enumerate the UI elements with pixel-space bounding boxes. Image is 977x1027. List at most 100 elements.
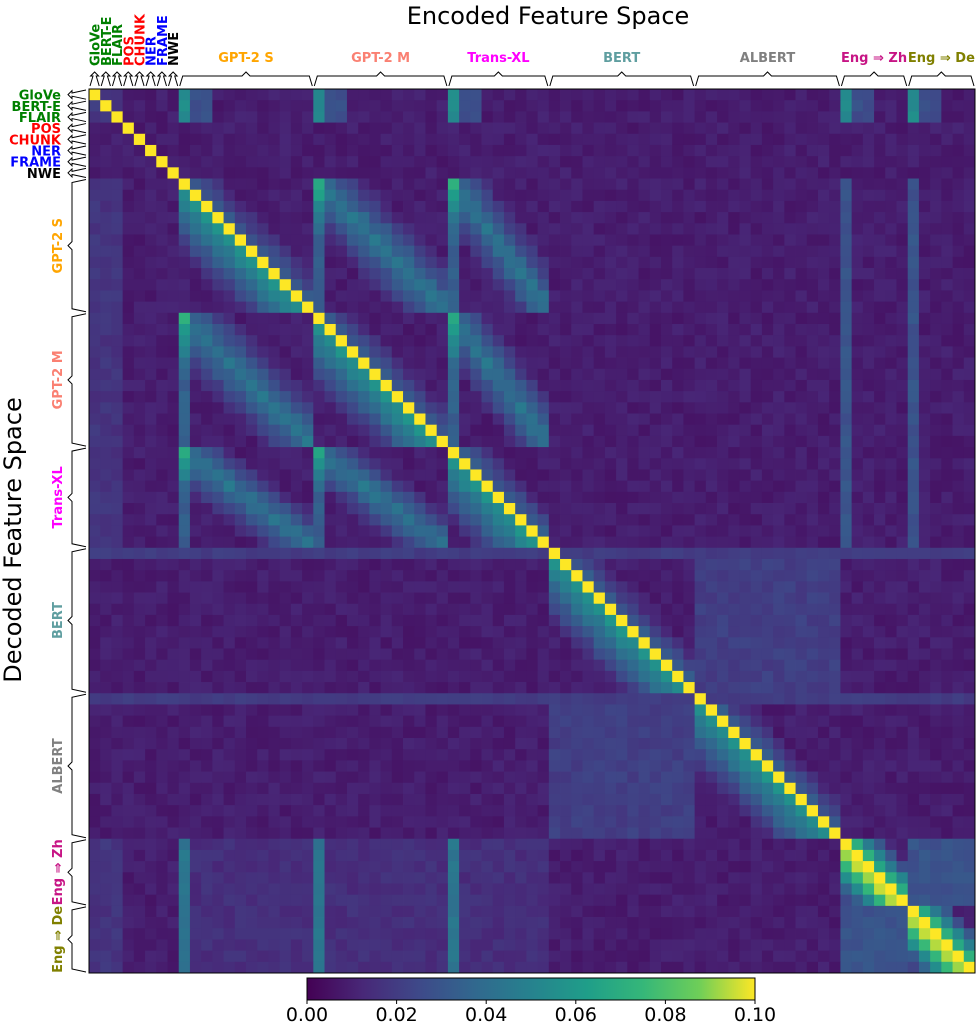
heatmap-cell	[851, 111, 864, 123]
heatmap-cell	[324, 558, 337, 571]
heatmap-cell	[896, 122, 909, 135]
heatmap-cell	[840, 469, 853, 482]
heatmap-cell	[425, 245, 438, 258]
heatmap-cell	[874, 346, 886, 358]
heatmap-cell	[246, 682, 258, 694]
heatmap-cell	[436, 156, 449, 168]
heatmap-cell	[638, 122, 651, 135]
heatmap-cell	[750, 268, 763, 280]
heatmap-cell	[705, 413, 718, 426]
heatmap	[89, 89, 976, 974]
heatmap-cell	[100, 223, 112, 235]
heatmap-cell	[537, 189, 550, 202]
heatmap-cell	[728, 480, 740, 493]
heatmap-cell	[571, 312, 583, 325]
heatmap-cell	[279, 626, 292, 638]
heatmap-cell	[817, 212, 830, 224]
heatmap-cell	[414, 413, 426, 426]
heatmap-cell	[672, 480, 684, 493]
heatmap-cell	[952, 413, 965, 426]
heatmap-cell	[503, 726, 516, 739]
heatmap-cell	[773, 480, 785, 493]
heatmap-cell	[358, 536, 370, 549]
heatmap-cell	[851, 536, 864, 549]
heatmap-cell	[683, 234, 696, 247]
heatmap-cell	[335, 111, 348, 123]
heatmap-cell	[817, 200, 830, 213]
heatmap-cell	[660, 592, 673, 605]
heatmap-cell	[874, 480, 886, 493]
heatmap-cell	[829, 133, 841, 146]
heatmap-cell	[145, 782, 157, 795]
heatmap-cell	[672, 413, 684, 426]
heatmap-cell	[111, 435, 124, 448]
heatmap-cell	[223, 547, 236, 560]
heatmap-cell	[145, 715, 157, 728]
heatmap-cell	[290, 738, 303, 750]
heatmap-cell	[358, 771, 370, 784]
heatmap-cell	[212, 245, 224, 258]
heatmap-cell	[447, 189, 460, 202]
heatmap-cell	[694, 782, 707, 795]
heatmap-cell	[560, 133, 572, 146]
heatmap-cell	[874, 782, 886, 795]
heatmap-cell	[358, 458, 370, 470]
heatmap-cell	[761, 368, 774, 381]
heatmap-cell	[201, 167, 213, 179]
heatmap-cell	[616, 200, 628, 213]
heatmap-cell	[526, 626, 539, 638]
heatmap-cell	[604, 245, 617, 258]
heatmap-cell	[268, 503, 281, 515]
heatmap-cell	[459, 614, 471, 627]
heatmap-cell	[717, 738, 729, 750]
heatmap-cell	[436, 424, 449, 437]
heatmap-cell	[234, 256, 247, 269]
heatmap-cell	[459, 323, 471, 336]
heatmap-cell	[313, 290, 325, 303]
heatmap-cell	[918, 592, 931, 605]
heatmap-cell	[739, 223, 752, 235]
heatmap-cell	[470, 525, 482, 537]
heatmap-cell	[750, 603, 763, 616]
heatmap-cell	[784, 234, 796, 247]
heatmap-cell	[324, 167, 337, 179]
heatmap-cell	[279, 525, 292, 537]
heatmap-cell	[582, 693, 595, 705]
heatmap-cell	[369, 570, 381, 582]
heatmap-cell	[537, 89, 550, 101]
heatmap-cell	[761, 234, 774, 247]
heatmap-cell	[649, 715, 662, 728]
heatmap-cell	[840, 223, 853, 235]
heatmap-cell	[246, 256, 258, 269]
heatmap-cell	[189, 212, 202, 224]
heatmap-cell	[89, 447, 101, 459]
heatmap-cell	[694, 89, 707, 101]
heatmap-cell	[638, 570, 651, 582]
heatmap-cell	[526, 693, 539, 705]
heatmap-cell	[369, 111, 381, 123]
heatmap-cell	[302, 424, 314, 437]
heatmap-cell	[840, 760, 853, 772]
heatmap-cell	[896, 704, 909, 717]
heatmap-cell	[201, 435, 213, 448]
heatmap-cell	[806, 480, 819, 493]
heatmap-cell	[156, 793, 168, 806]
heatmap-cell	[122, 256, 135, 269]
heatmap-cell	[89, 480, 101, 493]
heatmap-cell	[526, 178, 539, 191]
heatmap-cell	[705, 424, 718, 437]
heatmap-cell	[571, 167, 583, 179]
heatmap-cell	[403, 547, 415, 560]
heatmap-cell	[223, 111, 236, 123]
heatmap-cell	[503, 514, 516, 526]
heatmap-cell	[660, 89, 673, 101]
heatmap-cell	[436, 682, 449, 694]
heatmap-cell	[896, 771, 909, 784]
heatmap-cell	[750, 547, 763, 560]
heatmap-cell	[627, 111, 639, 123]
heatmap-cell	[582, 570, 595, 582]
heatmap-cell	[257, 648, 269, 661]
heatmap-cell	[829, 626, 841, 638]
heatmap-cell	[459, 357, 471, 370]
heatmap-cell	[133, 670, 146, 683]
